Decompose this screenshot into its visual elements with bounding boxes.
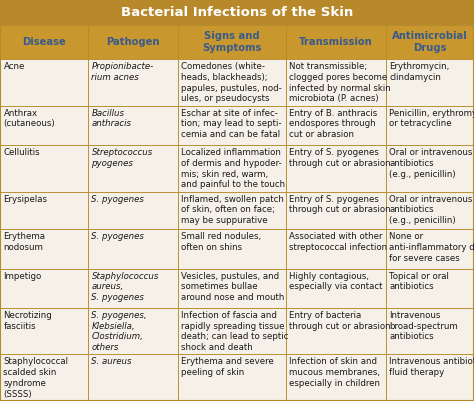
Bar: [0, 354, 88, 401]
Bar: [286, 308, 386, 354]
Bar: [178, 192, 286, 229]
Text: S. aureus: S. aureus: [91, 357, 132, 367]
Bar: [178, 25, 286, 59]
Text: Signs and
Symptoms: Signs and Symptoms: [202, 31, 262, 53]
Bar: [88, 308, 178, 354]
Text: Vesicles, pustules, and
sometimes bullae
around nose and mouth: Vesicles, pustules, and sometimes bullae…: [182, 271, 285, 302]
Text: Staphylococcal
scalded skin
syndrome
(SSSS): Staphylococcal scalded skin syndrome (SS…: [3, 357, 69, 399]
Text: Comedones (white-
heads, blackheads);
papules, pustules, nod-
ules, or pseudocys: Comedones (white- heads, blackheads); pa…: [182, 62, 282, 103]
Text: S. pyogenes: S. pyogenes: [91, 194, 145, 204]
Bar: [88, 354, 178, 401]
Text: Highly contagious,
especially via contact: Highly contagious, especially via contac…: [290, 271, 383, 291]
Text: None or
anti-inflammatory drugs
for severe cases: None or anti-inflammatory drugs for seve…: [390, 232, 474, 263]
Text: Intravenous
broad-spectrum
antibiotics: Intravenous broad-spectrum antibiotics: [390, 311, 458, 341]
Bar: [386, 145, 474, 192]
Text: Oral or intravenous
antibiotics
(e.g., penicillin): Oral or intravenous antibiotics (e.g., p…: [390, 194, 473, 225]
Text: Propionibacte-
rium acnes: Propionibacte- rium acnes: [91, 62, 154, 82]
Text: Disease: Disease: [22, 37, 66, 47]
Text: Staphylococcus
aureus,
S. pyogenes: Staphylococcus aureus, S. pyogenes: [91, 271, 159, 302]
Bar: [0, 145, 88, 192]
Text: Transmission: Transmission: [299, 37, 373, 47]
Bar: [386, 59, 474, 105]
Text: Bacterial Infections of the Skin: Bacterial Infections of the Skin: [121, 6, 353, 19]
Text: Eschar at site of infec-
tion; may lead to septi-
cemia and can be fatal: Eschar at site of infec- tion; may lead …: [182, 109, 282, 139]
Text: S. pyogenes: S. pyogenes: [91, 232, 145, 241]
Bar: [386, 308, 474, 354]
Bar: [386, 269, 474, 308]
Bar: [286, 59, 386, 105]
Bar: [0, 59, 88, 105]
Bar: [0, 192, 88, 229]
Text: Not transmissible;
clogged pores become
infected by normal skin
microbiota (P. a: Not transmissible; clogged pores become …: [290, 62, 391, 103]
Text: Small red nodules,
often on shins: Small red nodules, often on shins: [182, 232, 262, 252]
Bar: [386, 354, 474, 401]
Text: Bacillus
anthracis: Bacillus anthracis: [91, 109, 131, 128]
Bar: [88, 145, 178, 192]
Text: Necrotizing
fasciitis: Necrotizing fasciitis: [3, 311, 52, 331]
Bar: [88, 59, 178, 105]
Text: Acne: Acne: [3, 62, 25, 71]
Text: Topical or oral
antibiotics: Topical or oral antibiotics: [390, 271, 449, 291]
Bar: [386, 229, 474, 269]
Text: Infection of fascia and
rapidly spreading tissue
death; can lead to septic
shock: Infection of fascia and rapidly spreadin…: [182, 311, 289, 352]
Text: Erythromycin,
clindamycin: Erythromycin, clindamycin: [390, 62, 450, 82]
Bar: [286, 25, 386, 59]
Bar: [178, 59, 286, 105]
Bar: [0, 308, 88, 354]
Bar: [0, 25, 88, 59]
Bar: [286, 105, 386, 145]
Bar: [0, 0, 474, 25]
Text: Entry of B. anthracis
endospores through
cut or abrasion: Entry of B. anthracis endospores through…: [290, 109, 378, 139]
Text: Entry of S. pyogenes
through cut or abrasion: Entry of S. pyogenes through cut or abra…: [290, 194, 391, 214]
Text: Streptococcus
pyogenes: Streptococcus pyogenes: [91, 148, 153, 168]
Bar: [0, 269, 88, 308]
Text: Erythema
nodosum: Erythema nodosum: [3, 232, 46, 252]
Bar: [0, 105, 88, 145]
Bar: [178, 105, 286, 145]
Text: Entry of S. pyogenes
through cut or abrasion: Entry of S. pyogenes through cut or abra…: [290, 148, 391, 168]
Text: Impetigo: Impetigo: [3, 271, 42, 281]
Bar: [286, 354, 386, 401]
Text: Localized inflammation
of dermis and hypoder-
mis; skin red, warm,
and painful t: Localized inflammation of dermis and hyp…: [182, 148, 286, 189]
Bar: [286, 192, 386, 229]
Text: Inflamed, swollen patch
of skin, often on face;
may be suppurative: Inflamed, swollen patch of skin, often o…: [182, 194, 284, 225]
Bar: [178, 354, 286, 401]
Text: Erythema and severe
peeling of skin: Erythema and severe peeling of skin: [182, 357, 274, 377]
Bar: [88, 105, 178, 145]
Bar: [386, 192, 474, 229]
Bar: [88, 269, 178, 308]
Bar: [88, 25, 178, 59]
Bar: [178, 229, 286, 269]
Text: Erysipelas: Erysipelas: [3, 194, 47, 204]
Text: S. pyogenes,
Klebsiella,
Clostridium,
others: S. pyogenes, Klebsiella, Clostridium, ot…: [91, 311, 147, 352]
Bar: [178, 269, 286, 308]
Text: Penicillin, erythromycin,
or tetracycline: Penicillin, erythromycin, or tetracyclin…: [390, 109, 474, 128]
Text: Associated with other
streptococcal infection: Associated with other streptococcal infe…: [290, 232, 388, 252]
Text: Entry of bacteria
through cut or abrasion: Entry of bacteria through cut or abrasio…: [290, 311, 391, 331]
Text: Cellulitis: Cellulitis: [3, 148, 40, 157]
Text: Intravenous antibiotics,
fluid therapy: Intravenous antibiotics, fluid therapy: [390, 357, 474, 377]
Bar: [88, 229, 178, 269]
Text: Infection of skin and
mucous membranes,
especially in children: Infection of skin and mucous membranes, …: [290, 357, 381, 388]
Bar: [386, 105, 474, 145]
Bar: [0, 229, 88, 269]
Bar: [178, 145, 286, 192]
Bar: [386, 25, 474, 59]
Bar: [88, 192, 178, 229]
Bar: [178, 308, 286, 354]
Bar: [286, 145, 386, 192]
Bar: [286, 269, 386, 308]
Bar: [286, 229, 386, 269]
Text: Oral or intravenous
antibiotics
(e.g., penicillin): Oral or intravenous antibiotics (e.g., p…: [390, 148, 473, 178]
Text: Antimicrobial
Drugs: Antimicrobial Drugs: [392, 31, 468, 53]
Text: Pathogen: Pathogen: [106, 37, 160, 47]
Text: Anthrax
(cutaneous): Anthrax (cutaneous): [3, 109, 55, 128]
